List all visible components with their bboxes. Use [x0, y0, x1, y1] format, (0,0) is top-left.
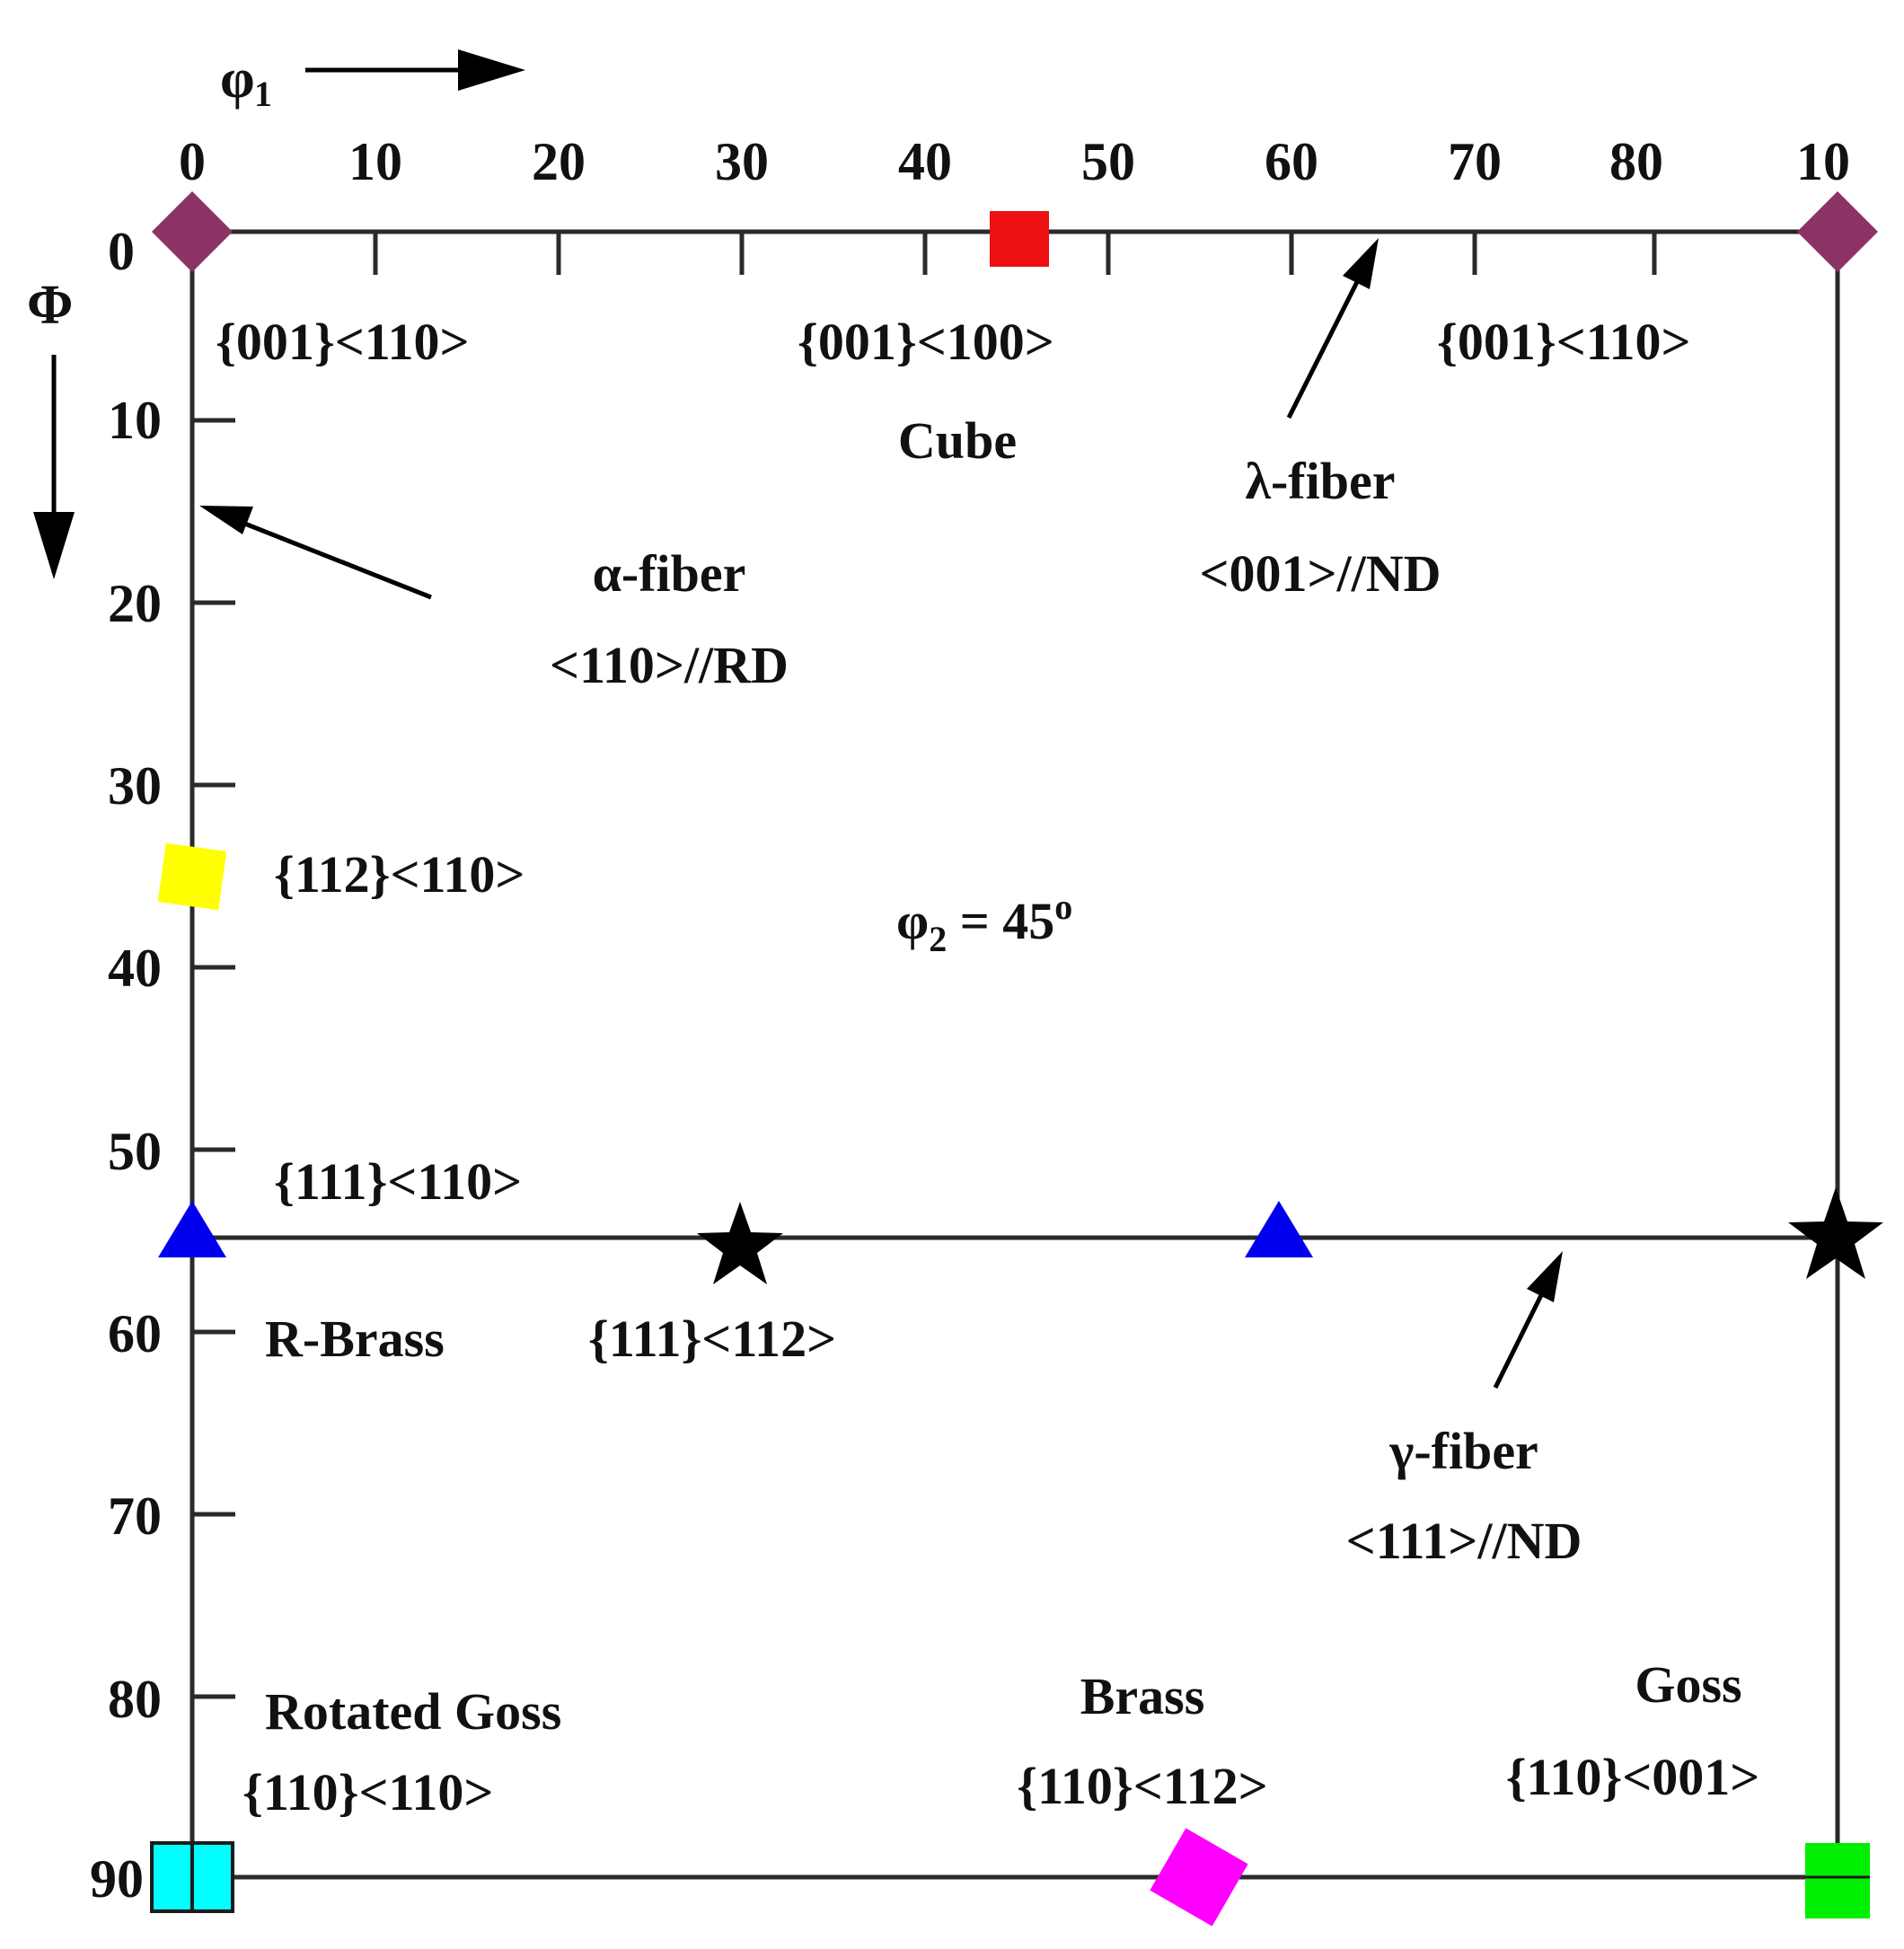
gamma-112-label: {111}<112> — [588, 1310, 836, 1368]
alpha-fiber-arrow-shaft — [237, 518, 432, 600]
Phi-tick-label: 20 — [108, 574, 162, 633]
gamma-fiber-name-label: γ-fiber — [1388, 1422, 1538, 1480]
Phi-tick-label: 80 — [108, 1670, 162, 1729]
Phi-tick-label: 50 — [108, 1122, 162, 1181]
cube-marker — [990, 211, 1049, 267]
phi1-tick-label: 0 — [179, 132, 206, 191]
phi1-axis-title: φ 1 — [220, 49, 525, 114]
gamma-star-marker — [1788, 1187, 1883, 1279]
Phi-tick-label: 70 — [108, 1486, 162, 1546]
texture-markers — [150, 191, 1883, 1927]
phi1-tick-label: 60 — [1265, 132, 1318, 191]
section-phi2-label: φ2 = 45o — [896, 886, 1072, 959]
rotated-goss-name-label: Rotated Goss — [265, 1682, 561, 1741]
lambda-fiber-arrow-head — [1343, 238, 1379, 289]
texture-labels: {001}<110> {001}<100> Cube {001}<110> λ-… — [216, 313, 1759, 1821]
gamma-fiber-arrow-shaft — [1493, 1281, 1550, 1389]
Phi-tick-label: 90 — [90, 1849, 144, 1909]
brass-marker — [1150, 1828, 1248, 1927]
Phi-tick-label: 0 — [108, 222, 135, 281]
goss-miller-label: {110}<001> — [1506, 1748, 1760, 1806]
phi1-subscript: 1 — [254, 74, 272, 114]
gamma-star-marker — [697, 1202, 783, 1284]
phi1-tick-labels: 0 10 20 30 40 50 60 70 80 10 — [179, 132, 1850, 191]
rotated-cube-left-label: {001}<110> — [216, 313, 470, 371]
Phi-tick-label: 60 — [108, 1304, 162, 1363]
phi1-tick-label: 80 — [1609, 132, 1663, 191]
Phi-direction-arrow-head — [33, 512, 75, 579]
Phi-axis-title: Φ — [27, 275, 75, 579]
Phi-ticks — [192, 418, 235, 1699]
r-brass-label: R-Brass — [265, 1310, 445, 1368]
phi1-tick-label: 20 — [532, 132, 586, 191]
phi1-tick-label: 10 — [1796, 132, 1850, 191]
phi1-ticks — [373, 232, 1657, 275]
alpha-fiber-name-label: α-fiber — [593, 544, 746, 603]
section-frame — [190, 229, 1840, 1880]
gamma-fiber-direction-label: <111>//ND — [1346, 1512, 1582, 1570]
phi1-tick-label: 70 — [1448, 132, 1502, 191]
annotation-arrows — [199, 238, 1563, 1389]
Phi-tick-labels: 0 10 20 30 40 50 60 70 80 90 — [90, 222, 162, 1909]
Phi-tick-label: 30 — [108, 756, 162, 816]
Phi-tick-label: 40 — [108, 939, 162, 998]
phi1-tick-label: 40 — [898, 132, 952, 191]
phi1-tick-label: 30 — [715, 132, 769, 191]
phi1-direction-arrow-head — [458, 49, 525, 91]
copper-miller-label: {112}<110> — [274, 845, 524, 904]
Phi-tick-label: 10 — [108, 391, 162, 450]
gamma-110-label: {111}<110> — [274, 1152, 522, 1211]
rotated-cube-marker — [1797, 191, 1878, 272]
gamma-fiber-arrow-head — [1527, 1251, 1563, 1302]
lambda-fiber-arrow-shaft — [1286, 268, 1366, 419]
cube-miller-label: {001}<100> — [798, 313, 1054, 371]
phi2-subscript: 2 — [929, 919, 947, 959]
lambda-fiber-direction-label: <001>//ND — [1199, 544, 1441, 603]
phi1-tick-label: 50 — [1081, 132, 1135, 191]
rotated-cube-right-label: {001}<110> — [1437, 313, 1691, 371]
phi1-symbol: φ — [220, 49, 255, 110]
phi1-tick-label: 10 — [348, 132, 402, 191]
phi2-symbol: φ — [896, 892, 929, 950]
copper-marker — [157, 842, 227, 911]
goss-marker — [1805, 1843, 1870, 1918]
brass-miller-label: {110}<112> — [1017, 1757, 1267, 1815]
brass-name-label: Brass — [1080, 1667, 1205, 1725]
rotated-cube-marker — [152, 191, 233, 272]
phi2-degree: o — [1054, 886, 1072, 927]
alpha-fiber-direction-label: <110>//RD — [550, 636, 789, 694]
lambda-fiber-name-label: λ-fiber — [1246, 452, 1396, 510]
gamma-triangle-marker — [1245, 1201, 1313, 1257]
cube-name-label: Cube — [898, 411, 1017, 470]
alpha-fiber-arrow-head — [199, 506, 253, 534]
Phi-symbol: Φ — [27, 275, 73, 336]
gamma-triangle-marker — [158, 1201, 226, 1257]
goss-name-label: Goss — [1635, 1655, 1741, 1714]
rotated-goss-miller-label: {110}<110> — [242, 1763, 493, 1821]
phi2-value: = 45 — [947, 892, 1054, 950]
